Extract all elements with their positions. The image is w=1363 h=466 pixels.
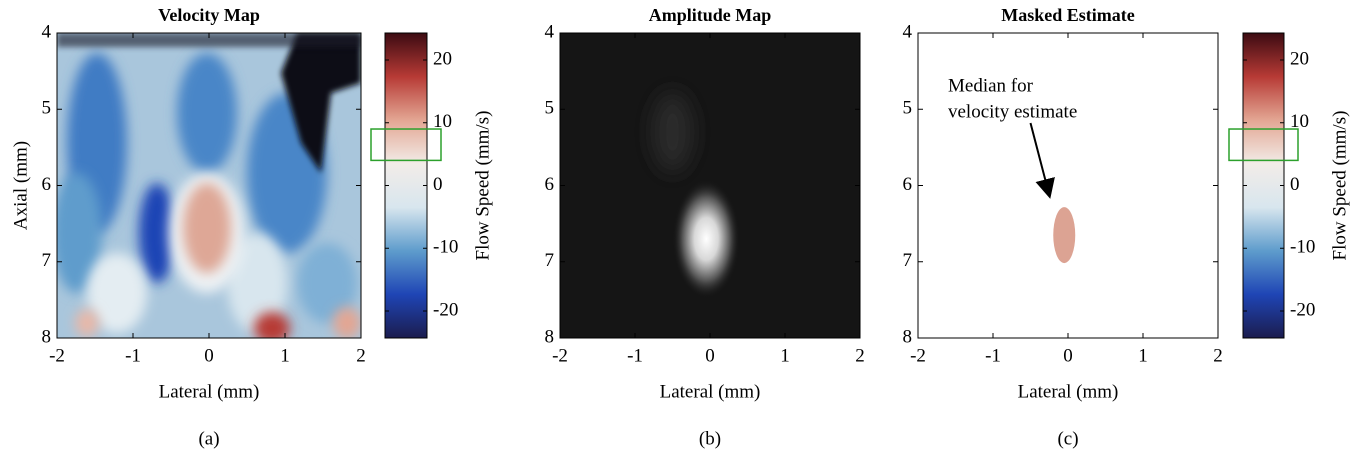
x-tick-label: -1 — [985, 345, 1001, 366]
y-tick-label: 4 — [545, 21, 555, 42]
x-tick-label: -1 — [627, 345, 643, 366]
image-blob — [227, 233, 287, 333]
x-tick-label: 1 — [280, 345, 290, 366]
image-blob — [87, 253, 147, 333]
heatmap-image — [918, 33, 1218, 338]
y-tick-label: 6 — [42, 174, 52, 195]
image-blob — [281, 33, 361, 173]
y-axis-label: Axial (mm) — [10, 141, 31, 230]
x-tick-label: 0 — [204, 345, 214, 366]
y-tick-label: 5 — [42, 98, 52, 119]
colorbar-tick-label: 10 — [1290, 111, 1309, 132]
colorbar-tick-label: -20 — [433, 299, 458, 320]
image-blob — [652, 92, 693, 173]
highlight-box — [1228, 128, 1299, 162]
y-tick-label: 8 — [545, 326, 555, 347]
colorbar-tick-label: 0 — [1290, 174, 1300, 195]
y-tick-label: 4 — [903, 21, 913, 42]
colorbar-tick-label: 10 — [433, 111, 452, 132]
x-tick-label: -2 — [910, 345, 926, 366]
y-tick-label: 5 — [545, 98, 555, 119]
y-tick-label: 6 — [545, 174, 555, 195]
image-blob — [139, 183, 175, 283]
x-tick-label: 1 — [780, 345, 790, 366]
panel-caption: (c) — [1057, 428, 1078, 449]
y-tick-label: 5 — [903, 98, 913, 119]
colorbar — [384, 32, 428, 339]
colorbar-tick-label: -20 — [1290, 299, 1315, 320]
x-axis-label: Lateral (mm) — [1018, 381, 1119, 402]
image-blob — [254, 312, 290, 338]
x-tick-label: -1 — [125, 345, 141, 366]
y-tick-label: 8 — [42, 326, 52, 347]
colorbar — [1242, 32, 1285, 339]
x-tick-label: 2 — [356, 345, 366, 366]
heatmap-image — [57, 33, 361, 338]
y-tick-label: 7 — [545, 250, 555, 271]
y-tick-label: 6 — [903, 174, 913, 195]
image-blob — [672, 178, 741, 299]
annotation: Median for — [948, 75, 1034, 96]
image-blob — [177, 53, 237, 173]
x-axis-label: Lateral (mm) — [159, 381, 260, 402]
image-blob — [57, 173, 102, 293]
colorbar-tick-label: -10 — [433, 237, 458, 258]
panel-caption: (b) — [699, 428, 721, 449]
image-blob — [183, 183, 231, 273]
x-tick-label: 1 — [1138, 345, 1148, 366]
colorbar-label: Flow Speed (mm/s) — [472, 111, 493, 261]
x-tick-label: -2 — [49, 345, 65, 366]
x-tick-label: -2 — [552, 345, 568, 366]
y-tick-label: 7 — [42, 250, 52, 271]
annotation: velocity estimate — [948, 101, 1077, 122]
x-axis-label: Lateral (mm) — [660, 381, 761, 402]
x-tick-label: 0 — [705, 345, 715, 366]
colorbar-tick-label: 0 — [433, 174, 443, 195]
image-bg — [918, 33, 1218, 338]
heatmap-image — [560, 33, 860, 338]
colorbar-tick-label: -10 — [1290, 237, 1315, 258]
y-tick-label: 7 — [903, 250, 913, 271]
chart-title: Amplitude Map — [649, 5, 772, 25]
y-tick-label: 4 — [42, 21, 52, 42]
annotation-arrow — [1029, 122, 1055, 199]
chart-title: Masked Estimate — [1001, 5, 1135, 25]
image-blob — [333, 307, 361, 338]
image-blob — [75, 309, 99, 337]
highlight-box — [370, 128, 442, 162]
colorbar-label: Flow Speed (mm/s) — [1329, 111, 1350, 261]
image-blob — [297, 243, 357, 323]
colorbar-tick-label: 20 — [433, 48, 452, 69]
x-tick-label: 2 — [855, 345, 865, 366]
x-tick-label: 2 — [1213, 345, 1223, 366]
x-tick-label: 0 — [1063, 345, 1073, 366]
image-blob — [1053, 207, 1076, 264]
panel-caption: (a) — [198, 428, 219, 449]
colorbar-tick-label: 20 — [1290, 48, 1309, 69]
y-tick-label: 8 — [903, 326, 913, 347]
chart-title: Velocity Map — [158, 5, 260, 25]
